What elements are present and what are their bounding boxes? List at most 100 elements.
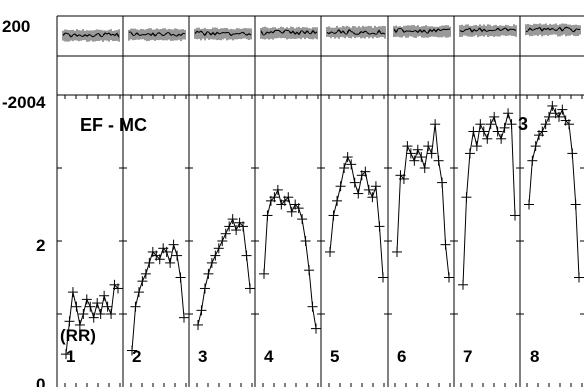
segment-label-4: 4 (264, 347, 274, 366)
data-point-marker (168, 239, 179, 250)
data-point-marker (245, 283, 255, 294)
data-point-marker (172, 250, 183, 261)
data-point-marker (392, 246, 402, 257)
segment-label-6: 6 (397, 347, 406, 366)
data-point-marker (430, 119, 441, 130)
data-point-marker (405, 148, 416, 159)
data-point-marker (363, 184, 374, 195)
data-point-marker (113, 283, 123, 294)
data-point-marker (370, 181, 381, 192)
data-point-marker (554, 111, 564, 122)
data-point-marker (444, 272, 454, 283)
data-point-marker (175, 272, 186, 283)
data-point-marker (85, 301, 96, 312)
top-trace-line (128, 31, 186, 38)
data-point-marker (328, 210, 339, 221)
y-axis-label: (RR) (60, 326, 96, 345)
data-point-marker (478, 126, 489, 137)
top-trace-line (260, 29, 318, 36)
data-point-marker (286, 206, 297, 217)
data-point-marker (506, 119, 517, 130)
data-point-marker (304, 265, 315, 276)
data-point-marker (272, 184, 283, 195)
data-point-marker (416, 152, 427, 163)
top-trace-line (326, 28, 386, 35)
data-point-marker (570, 199, 581, 210)
top-trace-line (62, 31, 120, 39)
data-point-marker (259, 268, 269, 279)
data-point-marker (461, 192, 472, 203)
data-point-marker (499, 122, 510, 133)
data-point-marker (496, 133, 507, 144)
data-point-marker (71, 301, 82, 312)
data-point-marker (510, 210, 520, 221)
data-point-marker (88, 312, 99, 323)
data-point-marker (409, 155, 420, 166)
segment-label-3: 3 (198, 347, 207, 366)
data-point-marker (468, 126, 479, 137)
data-point-marker (537, 126, 548, 137)
data-point-marker (67, 287, 78, 298)
data-point-marker (154, 254, 165, 265)
data-point-marker (489, 111, 500, 122)
data-point-marker (564, 119, 574, 130)
data-point-marker (540, 119, 551, 130)
data-point-marker (419, 163, 430, 173)
data-point-marker (482, 133, 493, 144)
data-point-marker (106, 309, 117, 319)
segment-label-7: 7 (463, 347, 472, 366)
main-panel-ytick-4: 4 (36, 93, 46, 112)
data-point-marker (332, 195, 343, 206)
data-point-marker (102, 301, 113, 312)
data-point-marker (433, 155, 444, 166)
data-point-marker (74, 319, 85, 330)
data-point-marker (213, 243, 224, 254)
data-point-marker (64, 316, 75, 327)
top-trace-line (194, 30, 252, 37)
series-line-segment-7 (462, 111, 516, 285)
data-point-marker (199, 283, 210, 294)
series-line-segment-1 (65, 283, 119, 355)
data-point-marker (475, 119, 486, 130)
top-panel-traces (62, 23, 581, 42)
data-point-marker (161, 246, 172, 257)
data-point-marker (297, 214, 308, 225)
top-trace-line (459, 27, 517, 34)
data-point-marker (574, 272, 584, 283)
series-line-segment-6 (396, 124, 450, 278)
data-point-marker (374, 221, 385, 232)
data-point-marker (300, 236, 311, 246)
top-trace-line (393, 27, 451, 35)
data-point-marker (196, 305, 207, 316)
data-point-marker (367, 192, 378, 203)
data-point-marker (81, 294, 92, 305)
segment-label-2: 2 (132, 347, 141, 366)
data-point-marker (99, 290, 110, 301)
series-line-segment-5 (329, 155, 384, 278)
data-point-marker (402, 141, 413, 152)
data-point-marker (398, 173, 409, 184)
data-point-marker (458, 279, 468, 290)
data-point-marker (165, 257, 176, 268)
data-point-marker (144, 257, 155, 268)
data-point-marker (311, 323, 321, 334)
data-point-marker (179, 312, 189, 323)
data-point-marker (140, 268, 151, 279)
data-point-marker (133, 287, 144, 298)
main-panel-ytick-2: 2 (36, 236, 45, 255)
data-point-marker (78, 309, 89, 319)
data-point-marker (485, 119, 496, 130)
data-point-marker (471, 141, 482, 152)
data-point-marker (127, 345, 137, 356)
data-point-marker (378, 272, 388, 283)
data-point-marker (262, 210, 273, 221)
data-point-marker (231, 225, 242, 236)
chart-labels: 200 -200 4 2 0 EF - MC (RR) 3 1 2 3 4 5 … (2, 17, 539, 387)
data-point-marker (567, 148, 578, 159)
data-point-marker (426, 148, 437, 159)
data-point-marker (206, 257, 217, 268)
data-point-marker (95, 309, 106, 319)
data-point-marker (346, 159, 357, 170)
data-point-marker (210, 250, 221, 261)
data-point-marker (130, 301, 141, 312)
